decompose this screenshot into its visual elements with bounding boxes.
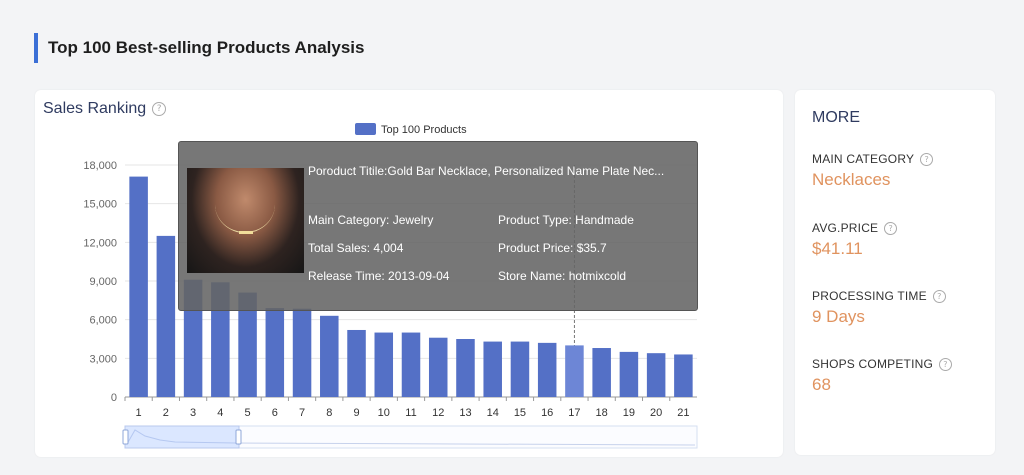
sales-ranking-card: Sales Ranking? Top 100 Products 0 3,000 6,0… bbox=[35, 90, 783, 457]
stat-value: Necklaces bbox=[812, 170, 891, 190]
sales-ranking-title: Sales Ranking? bbox=[43, 100, 167, 118]
bar bbox=[510, 341, 530, 397]
stat-main-category: MAIN CATEGORY? Necklaces bbox=[812, 152, 934, 190]
zoom-slider-handle-left[interactable] bbox=[122, 429, 129, 445]
x-tick-label: 13 bbox=[459, 407, 471, 419]
help-icon[interactable]: ? bbox=[932, 290, 946, 304]
x-tick-label: 14 bbox=[487, 407, 499, 419]
bar bbox=[320, 315, 339, 397]
bar bbox=[428, 337, 448, 397]
x-tick-label: 8 bbox=[326, 407, 332, 419]
bar bbox=[347, 329, 366, 397]
tooltip-product-price: Product Price: $35.7 bbox=[498, 241, 607, 255]
y-tick-label: 15,000 bbox=[83, 199, 117, 211]
bar bbox=[265, 308, 285, 397]
x-tick-label: 19 bbox=[623, 407, 635, 419]
x-tick-label: 1 bbox=[136, 407, 142, 419]
bar bbox=[374, 332, 394, 397]
bar bbox=[646, 353, 666, 397]
x-tick-label: 15 bbox=[514, 407, 526, 419]
stat-avg-price: AVG.PRICE? $41.11 bbox=[812, 221, 898, 259]
bar bbox=[456, 339, 475, 397]
bar bbox=[292, 308, 312, 397]
bar bbox=[674, 354, 693, 397]
y-tick-label: 12,000 bbox=[83, 237, 117, 249]
x-tick-label: 21 bbox=[677, 407, 689, 419]
x-tick-label: 20 bbox=[650, 407, 662, 419]
stat-value: $41.11 bbox=[812, 239, 863, 259]
y-tick-label: 6,000 bbox=[89, 315, 117, 327]
bar bbox=[619, 351, 639, 397]
y-tick-label: 3,000 bbox=[89, 353, 117, 365]
tooltip-main-category: Main Category: Jewelry bbox=[308, 213, 434, 227]
tooltip-total-sales: Total Sales: 4,004 bbox=[308, 241, 404, 255]
legend-label: Top 100 Products bbox=[381, 124, 467, 136]
x-tick-label: 6 bbox=[272, 407, 278, 419]
stat-processing-time: PROCESSING TIME? 9 Days bbox=[812, 289, 946, 327]
x-tick-label: 9 bbox=[353, 407, 359, 419]
stat-shops-competing: SHOPS COMPETING? 68 bbox=[812, 357, 953, 395]
help-icon[interactable]: ? bbox=[884, 222, 898, 236]
x-tick-label: 2 bbox=[163, 407, 169, 419]
bar bbox=[129, 176, 148, 397]
bar bbox=[238, 292, 257, 397]
legend-swatch bbox=[355, 123, 376, 135]
tooltip-product-title: Poroduct Titile:Gold Bar Necklace, Perso… bbox=[308, 164, 665, 178]
zoom-slider-handle-right[interactable] bbox=[235, 429, 242, 445]
bar bbox=[592, 348, 611, 397]
more-card: MORE MAIN CATEGORY? Necklaces AVG.PRICE?… bbox=[795, 90, 995, 455]
stat-label: MAIN CATEGORY bbox=[812, 152, 915, 166]
stat-label: AVG.PRICE bbox=[812, 221, 879, 235]
bar bbox=[537, 342, 557, 397]
zoom-slider-preview bbox=[126, 429, 696, 446]
bar bbox=[156, 235, 176, 397]
stat-value: 9 Days bbox=[812, 307, 865, 327]
x-tick-label: 17 bbox=[568, 407, 580, 419]
product-thumbnail bbox=[187, 168, 304, 273]
help-icon[interactable]: ? bbox=[920, 153, 934, 167]
x-tick-label: 4 bbox=[217, 407, 223, 419]
page-title: Top 100 Best-selling Products Analysis bbox=[34, 33, 364, 63]
stat-value: 68 bbox=[812, 375, 831, 395]
x-tick-label: 11 bbox=[405, 407, 416, 419]
tooltip-store-name: Store Name: hotmixcold bbox=[498, 269, 627, 283]
stat-label: SHOPS COMPETING bbox=[812, 357, 934, 371]
y-tick-label: 0 bbox=[111, 392, 117, 404]
tooltip-release-time: Release Time: 2013-09-04 bbox=[308, 269, 450, 283]
y-tick-label: 9,000 bbox=[89, 276, 117, 288]
x-tick-label: 16 bbox=[541, 407, 553, 419]
stat-label: PROCESSING TIME bbox=[812, 289, 927, 303]
x-tick-label: 12 bbox=[432, 407, 444, 419]
sales-ranking-label: Sales Ranking bbox=[43, 100, 147, 117]
x-tick-label: 10 bbox=[378, 407, 390, 419]
x-tick-label: 3 bbox=[190, 407, 196, 419]
y-tick-label: 18,000 bbox=[83, 160, 117, 172]
bar bbox=[483, 341, 502, 397]
x-tick-label: 18 bbox=[596, 407, 608, 419]
x-tick-label: 7 bbox=[299, 407, 305, 419]
zoom-slider-window[interactable] bbox=[124, 425, 240, 449]
help-icon[interactable]: ? bbox=[152, 101, 167, 116]
bar bbox=[565, 345, 584, 397]
more-title: MORE bbox=[812, 109, 860, 126]
x-tick-label: 5 bbox=[245, 407, 251, 419]
product-tooltip: Poroduct Titile:Gold Bar Necklace, Perso… bbox=[178, 141, 698, 311]
help-icon[interactable]: ? bbox=[939, 358, 953, 372]
bar bbox=[401, 332, 421, 397]
tooltip-product-type: Product Type: Handmade bbox=[498, 213, 634, 227]
